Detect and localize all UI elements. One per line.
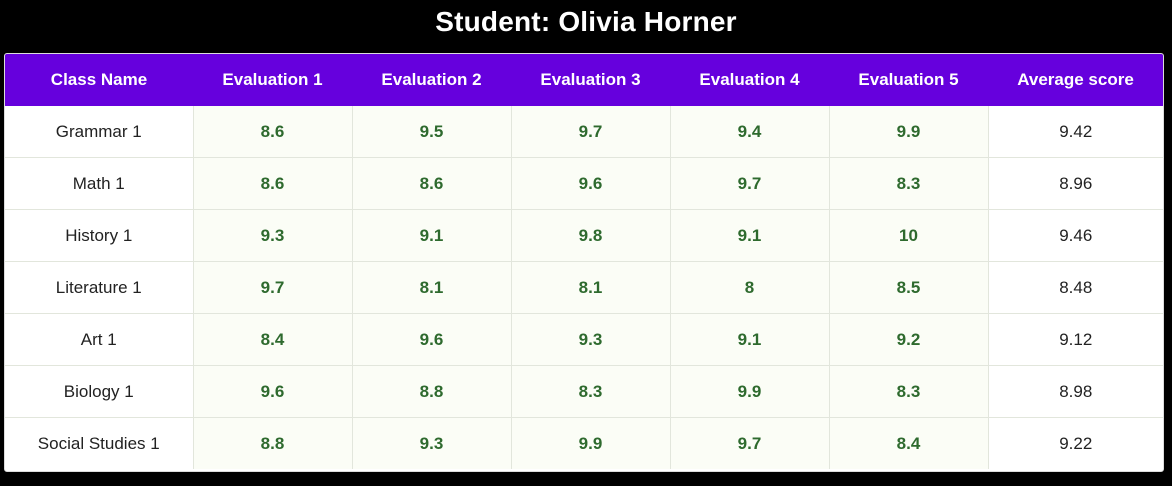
class-name-cell: Math 1 (5, 157, 194, 210)
evaluation-cell: 8.3 (511, 365, 671, 418)
class-name-cell: Social Studies 1 (5, 417, 194, 469)
evaluation-cell: 8.6 (193, 157, 353, 210)
evaluation-cell: 9.1 (670, 313, 830, 366)
class-name-cell: History 1 (5, 209, 194, 262)
header-evaluation-5: Evaluation 5 (858, 70, 959, 89)
evaluation-cell: 9.6 (193, 365, 353, 418)
evaluation-cell: 10 (829, 209, 989, 262)
table-row: Art 1 8.4 9.6 9.3 9.1 9.2 9.12 (5, 313, 1163, 366)
table-row: Biology 1 9.6 8.8 8.3 9.9 8.3 8.98 (5, 365, 1163, 418)
evaluation-cell: 8.8 (193, 417, 353, 469)
evaluation-cell: 8.1 (511, 261, 671, 314)
table-row: Grammar 1 8.6 9.5 9.7 9.4 9.9 9.42 (5, 106, 1163, 158)
evaluation-cell: 9.3 (352, 417, 512, 469)
header-evaluation-4: Evaluation 4 (699, 70, 800, 89)
header-average-score: Average score (1017, 70, 1134, 89)
page-title: Student: Olivia Horner (435, 6, 737, 37)
evaluation-cell: 9.7 (670, 417, 830, 469)
class-name-cell: Art 1 (5, 313, 194, 366)
grades-table: Class Name Evaluation 1 Evaluation 2 Eva… (5, 54, 1163, 469)
table-row: History 1 9.3 9.1 9.8 9.1 10 9.46 (5, 209, 1163, 262)
evaluation-cell: 8.5 (829, 261, 989, 314)
header-evaluation-2: Evaluation 2 (381, 70, 482, 89)
evaluation-cell: 9.7 (193, 261, 353, 314)
evaluation-cell: 9.7 (511, 106, 671, 158)
evaluation-cell: 9.6 (352, 313, 512, 366)
evaluation-cell: 9.3 (511, 313, 671, 366)
average-score-cell: 9.42 (988, 106, 1163, 158)
evaluation-cell: 8.8 (352, 365, 512, 418)
header-evaluation-3: Evaluation 3 (540, 70, 641, 89)
average-score-cell: 9.22 (988, 417, 1163, 469)
table-row: Literature 1 9.7 8.1 8.1 8 8.5 8.48 (5, 261, 1163, 314)
evaluation-cell: 8.4 (829, 417, 989, 469)
evaluation-cell: 9.9 (511, 417, 671, 469)
evaluation-cell: 9.9 (670, 365, 830, 418)
class-name-cell: Biology 1 (5, 365, 194, 418)
average-score-cell: 9.12 (988, 313, 1163, 366)
table-header: Class Name Evaluation 1 Evaluation 2 Eva… (5, 54, 1163, 106)
evaluation-cell: 8.6 (352, 157, 512, 210)
evaluation-cell: 8.6 (193, 106, 353, 158)
average-score-cell: 9.46 (988, 209, 1163, 262)
header-class-name: Class Name (50, 70, 148, 89)
evaluation-cell: 8 (670, 261, 830, 314)
header-evaluation-1: Evaluation 1 (222, 70, 323, 89)
evaluation-cell: 8.1 (352, 261, 512, 314)
evaluation-cell: 8.3 (829, 157, 989, 210)
evaluation-cell: 8.3 (829, 365, 989, 418)
class-name-cell: Grammar 1 (5, 106, 194, 158)
evaluation-cell: 9.3 (193, 209, 353, 262)
evaluation-cell: 9.6 (511, 157, 671, 210)
average-score-cell: 8.98 (988, 365, 1163, 418)
evaluation-cell: 9.1 (670, 209, 830, 262)
grades-table-container: Class Name Evaluation 1 Evaluation 2 Eva… (4, 53, 1164, 472)
evaluation-cell: 9.2 (829, 313, 989, 366)
evaluation-cell: 9.5 (352, 106, 512, 158)
evaluation-cell: 9.9 (829, 106, 989, 158)
average-score-cell: 8.96 (988, 157, 1163, 210)
table-row: Social Studies 1 8.8 9.3 9.9 9.7 8.4 9.2… (5, 417, 1163, 469)
evaluation-cell: 9.4 (670, 106, 830, 158)
evaluation-cell: 9.7 (670, 157, 830, 210)
table-body: Grammar 1 8.6 9.5 9.7 9.4 9.9 9.42 Math … (5, 106, 1163, 469)
average-score-cell: 8.48 (988, 261, 1163, 314)
table-row: Math 1 8.6 8.6 9.6 9.7 8.3 8.96 (5, 157, 1163, 210)
class-name-cell: Literature 1 (5, 261, 194, 314)
evaluation-cell: 8.4 (193, 313, 353, 366)
header-row: Class Name Evaluation 1 Evaluation 2 Eva… (5, 54, 1163, 106)
evaluation-cell: 9.1 (352, 209, 512, 262)
evaluation-cell: 9.8 (511, 209, 671, 262)
